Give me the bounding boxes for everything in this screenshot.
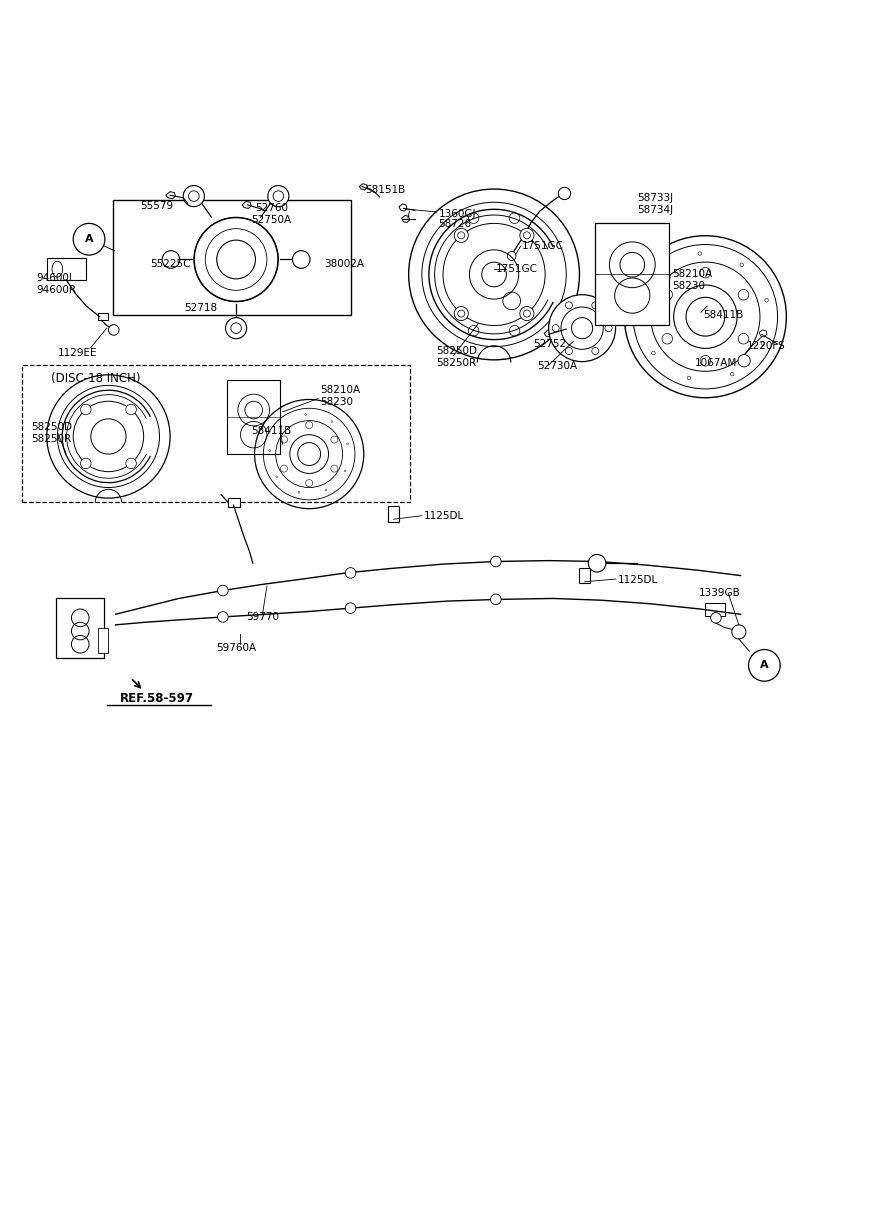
Text: 1751GC: 1751GC: [522, 241, 564, 251]
Polygon shape: [759, 329, 767, 337]
Circle shape: [126, 458, 136, 469]
Bar: [97, 629, 108, 653]
Text: 59760A: 59760A: [216, 643, 256, 653]
Text: 58250D
58250R: 58250D 58250R: [436, 346, 477, 368]
Circle shape: [738, 355, 750, 367]
Text: 52760
52750A: 52760 52750A: [252, 203, 291, 224]
Text: 58151B: 58151B: [366, 185, 406, 195]
Text: 58411B: 58411B: [703, 310, 743, 320]
Text: (DISC-18 INCH): (DISC-18 INCH): [51, 372, 141, 385]
Text: 59770: 59770: [246, 612, 279, 622]
Text: A: A: [85, 234, 93, 245]
Polygon shape: [401, 216, 409, 223]
Text: REF.58-597: REF.58-597: [120, 693, 194, 705]
Text: 55225C: 55225C: [150, 259, 190, 269]
Polygon shape: [360, 184, 368, 190]
Circle shape: [520, 306, 534, 321]
Circle shape: [548, 294, 616, 362]
Circle shape: [218, 585, 229, 596]
Bar: [579, 568, 590, 584]
Polygon shape: [242, 201, 251, 208]
Bar: [56, 598, 104, 659]
Circle shape: [292, 251, 310, 269]
Text: A: A: [760, 660, 769, 671]
Text: 1129EE: 1129EE: [58, 348, 97, 357]
Text: 58210A
58230: 58210A 58230: [672, 269, 712, 291]
Circle shape: [81, 404, 91, 414]
Circle shape: [491, 556, 501, 567]
Text: 58411B: 58411B: [252, 426, 291, 436]
Circle shape: [346, 568, 356, 578]
Circle shape: [732, 625, 746, 639]
Circle shape: [455, 229, 469, 242]
Bar: [113, 201, 351, 315]
Circle shape: [268, 185, 289, 207]
Text: 1067AM: 1067AM: [695, 358, 737, 368]
Text: 1125DL: 1125DL: [424, 511, 464, 521]
Circle shape: [508, 252, 516, 260]
Text: 94600L
94600R: 94600L 94600R: [36, 274, 76, 295]
Text: 52730A: 52730A: [538, 361, 578, 371]
Polygon shape: [544, 329, 553, 337]
Bar: [705, 603, 725, 616]
Circle shape: [558, 188, 571, 200]
Bar: [595, 223, 669, 325]
Bar: [97, 314, 108, 320]
Text: 58250D
58250R: 58250D 58250R: [31, 423, 72, 443]
Text: 52752: 52752: [532, 339, 566, 349]
Text: 58733J
58734J: 58733J 58734J: [637, 194, 672, 214]
Circle shape: [126, 404, 136, 414]
Text: 55579: 55579: [140, 201, 174, 211]
Text: 1360GJ: 1360GJ: [439, 208, 476, 219]
Bar: [388, 506, 399, 522]
Text: 1125DL: 1125DL: [618, 575, 657, 585]
Text: 1751GC: 1751GC: [496, 264, 538, 274]
Polygon shape: [166, 191, 175, 199]
Circle shape: [520, 229, 534, 242]
Circle shape: [74, 223, 105, 256]
Circle shape: [218, 612, 229, 622]
Text: 1339GB: 1339GB: [698, 589, 740, 598]
Circle shape: [749, 649, 781, 682]
Bar: [229, 498, 240, 507]
Circle shape: [491, 595, 501, 604]
Circle shape: [226, 317, 246, 339]
Bar: [22, 366, 409, 501]
Circle shape: [183, 185, 205, 207]
Circle shape: [346, 603, 356, 614]
Circle shape: [588, 555, 606, 572]
Polygon shape: [399, 203, 407, 211]
Circle shape: [455, 306, 469, 321]
Text: 58210A
58230: 58210A 58230: [320, 385, 360, 407]
Text: 1220FS: 1220FS: [747, 340, 786, 351]
Circle shape: [108, 325, 119, 335]
Bar: [47, 258, 87, 280]
Text: 38002A: 38002A: [324, 259, 364, 269]
Text: 52718: 52718: [184, 303, 217, 312]
Circle shape: [81, 458, 91, 469]
Circle shape: [711, 613, 721, 624]
Text: 58726: 58726: [439, 219, 471, 229]
Circle shape: [162, 251, 180, 269]
Bar: [228, 380, 280, 454]
